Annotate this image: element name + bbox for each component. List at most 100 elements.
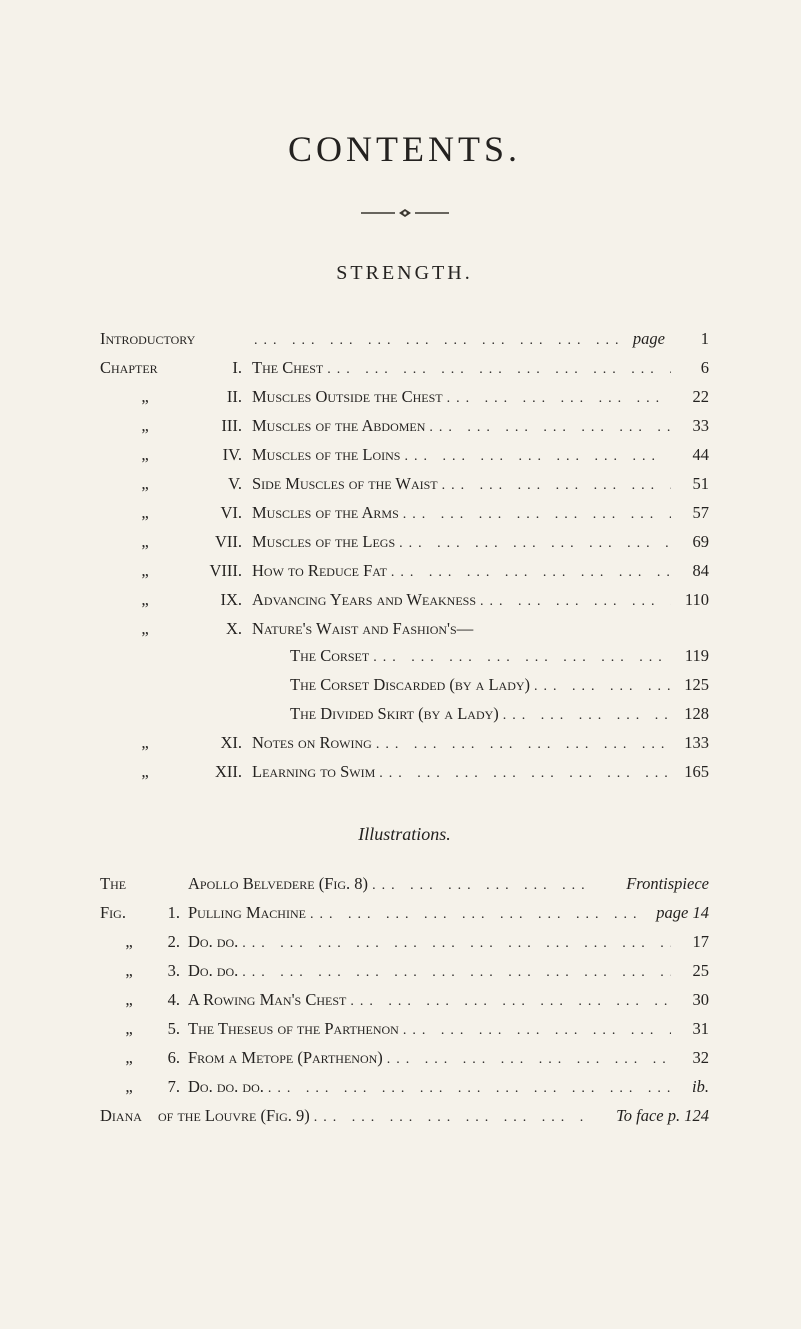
toc-chapter-number: V. xyxy=(190,470,252,497)
ditto-mark: „ xyxy=(100,383,190,410)
illus-page-number: 31 xyxy=(671,1015,709,1042)
toc-entry-title: Muscles Outside the Chest xyxy=(252,383,443,410)
illus-title: Do. do. xyxy=(188,928,238,955)
illus-title: Do. do. xyxy=(188,957,238,984)
toc-page-number: To face p. 124 xyxy=(589,1102,709,1129)
toc-entry-title: How to Reduce Fat xyxy=(252,557,387,584)
leader-dots xyxy=(499,702,671,729)
leader-dots xyxy=(372,731,671,758)
toc-page-number: 57 xyxy=(671,499,709,526)
toc-subrow: The Divided Skirt (by a Lady) 128 xyxy=(100,700,709,729)
toc-entry-title: Side Muscles of the Waist xyxy=(252,470,438,497)
toc-row: ChapterI.The Chest6 xyxy=(100,354,709,383)
illus-label: Fig. xyxy=(100,899,158,926)
toc-page-number: 165 xyxy=(671,758,709,785)
leader-dots xyxy=(375,760,671,787)
toc-chapter-number: III. xyxy=(190,412,252,439)
toc-row-introductory: Introductory page 1 xyxy=(100,325,709,354)
ditto-mark: „ xyxy=(100,1015,158,1042)
illus-page-number: 25 xyxy=(671,957,709,984)
leader-dots xyxy=(400,443,671,470)
illus-page-number: Frontispiece xyxy=(599,870,709,897)
toc-row: „IV.Muscles of the Loins44 xyxy=(100,441,709,470)
toc-row: „VI.Muscles of the Arms57 xyxy=(100,499,709,528)
toc-page-number: 84 xyxy=(671,557,709,584)
toc-entry-title: Advancing Years and Weakness xyxy=(252,586,476,613)
illus-title: A Rowing Man's Chest xyxy=(188,986,346,1013)
illus-title: The Theseus of the Parthenon xyxy=(188,1015,399,1042)
illus-number: 4. xyxy=(158,986,188,1013)
illus-row: TheApollo Belvedere (Fig. 8)Frontispiece xyxy=(100,870,709,899)
toc-entry-title: Muscles of the Loins xyxy=(252,441,400,468)
illus-row: „6.From a Metope (Parthenon)32 xyxy=(100,1044,709,1073)
toc-entry-title: The Corset Discarded (by a Lady) xyxy=(290,671,530,698)
toc-subrow: The Corset119 xyxy=(100,642,709,671)
toc-entry-title: Muscles of the Legs xyxy=(252,528,395,555)
toc-row: „VIII.How to Reduce Fat84 xyxy=(100,557,709,586)
toc-entry-title: The Divided Skirt (by a Lady) xyxy=(290,700,499,727)
section-subtitle: STRENGTH. xyxy=(100,262,709,285)
illus-row: „5.The Theseus of the Parthenon 31 xyxy=(100,1015,709,1044)
toc-page-number: 69 xyxy=(671,528,709,555)
table-of-contents: Introductory page 1 ChapterI.The Chest6„… xyxy=(100,325,709,1131)
page-title: CONTENTS. xyxy=(100,128,709,170)
toc-row: „XII.Learning to Swim165 xyxy=(100,758,709,787)
leader-dots xyxy=(476,588,671,615)
toc-row: „II.Muscles Outside the Chest22 xyxy=(100,383,709,412)
illus-row: „3.Do. do.25 xyxy=(100,957,709,986)
ditto-mark: „ xyxy=(100,1073,158,1100)
toc-row: „X.Nature's Waist and Fashion's— xyxy=(100,615,709,642)
leader-dots xyxy=(399,501,671,528)
ditto-mark: „ xyxy=(100,528,190,555)
ditto-mark: „ xyxy=(100,470,190,497)
leader-dots xyxy=(443,385,671,412)
leader-dots xyxy=(250,327,633,354)
illus-row: „2.Do. do.17 xyxy=(100,928,709,957)
toc-page-number: 128 xyxy=(671,700,709,727)
toc-entry-title: Notes on Rowing xyxy=(252,729,372,756)
toc-page-number: 44 xyxy=(671,441,709,468)
toc-subrow: The Corset Discarded (by a Lady)125 xyxy=(100,671,709,700)
toc-entry-title: The Chest xyxy=(252,354,323,381)
toc-chapter-number: XII. xyxy=(190,758,252,785)
leader-dots xyxy=(530,673,671,700)
illus-number: 6. xyxy=(158,1044,188,1071)
illus-number: 2. xyxy=(158,928,188,955)
toc-page-number: 22 xyxy=(671,383,709,410)
toc-label: Introductory xyxy=(100,325,250,352)
toc-row: „VII.Muscles of the Legs 69 xyxy=(100,528,709,557)
toc-page-number: 1 xyxy=(671,325,709,352)
illus-row: Fig.1.Pulling Machinepage 14 xyxy=(100,899,709,928)
illus-row: „7.Do. do. do.ib. xyxy=(100,1073,709,1102)
illus-number: 5. xyxy=(158,1015,188,1042)
toc-page-number: 33 xyxy=(671,412,709,439)
leader-dots xyxy=(369,644,671,671)
toc-row: „XI.Notes on Rowing133 xyxy=(100,729,709,758)
toc-entry-title: Muscles of the Abdomen xyxy=(252,412,425,439)
illus-title: Pulling Machine xyxy=(188,899,306,926)
toc-chapter-number: I. xyxy=(190,354,252,381)
toc-page-number: 119 xyxy=(671,642,709,669)
toc-page-number: 133 xyxy=(671,729,709,756)
toc-chapter-number: VIII. xyxy=(190,557,252,584)
ditto-mark: „ xyxy=(100,441,190,468)
toc-chapter-number: VII. xyxy=(190,528,252,555)
page-word: page xyxy=(633,325,671,352)
toc-chapter-number: IX. xyxy=(190,586,252,613)
illus-number: 3. xyxy=(158,957,188,984)
illustrations-heading: Illustrations. xyxy=(100,821,709,848)
illus-page-number: 30 xyxy=(671,986,709,1013)
toc-entry-title: Muscles of the Arms xyxy=(252,499,399,526)
illus-title: Apollo Belvedere (Fig. 8) xyxy=(188,870,368,897)
leader-dots xyxy=(383,1046,671,1073)
leader-dots xyxy=(238,959,671,986)
leader-dots xyxy=(399,1017,671,1044)
ditto-mark: „ xyxy=(100,499,190,526)
leader-dots xyxy=(323,356,671,383)
toc-row: „V.Side Muscles of the Waist51 xyxy=(100,470,709,499)
illus-page-number: ib. xyxy=(671,1073,709,1100)
ditto-mark: „ xyxy=(100,928,158,955)
toc-row: „IX.Advancing Years and Weakness110 xyxy=(100,586,709,615)
leader-dots xyxy=(306,901,639,928)
illus-title: Do. do. do. xyxy=(188,1073,264,1100)
